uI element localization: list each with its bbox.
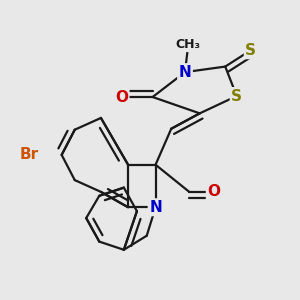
Text: S: S: [245, 43, 256, 58]
Text: N: N: [178, 64, 191, 80]
Text: CH₃: CH₃: [176, 38, 201, 51]
Text: S: S: [231, 88, 242, 104]
Text: N: N: [149, 200, 162, 215]
Text: O: O: [115, 89, 128, 104]
Text: Br: Br: [20, 147, 38, 162]
Text: O: O: [207, 184, 220, 200]
